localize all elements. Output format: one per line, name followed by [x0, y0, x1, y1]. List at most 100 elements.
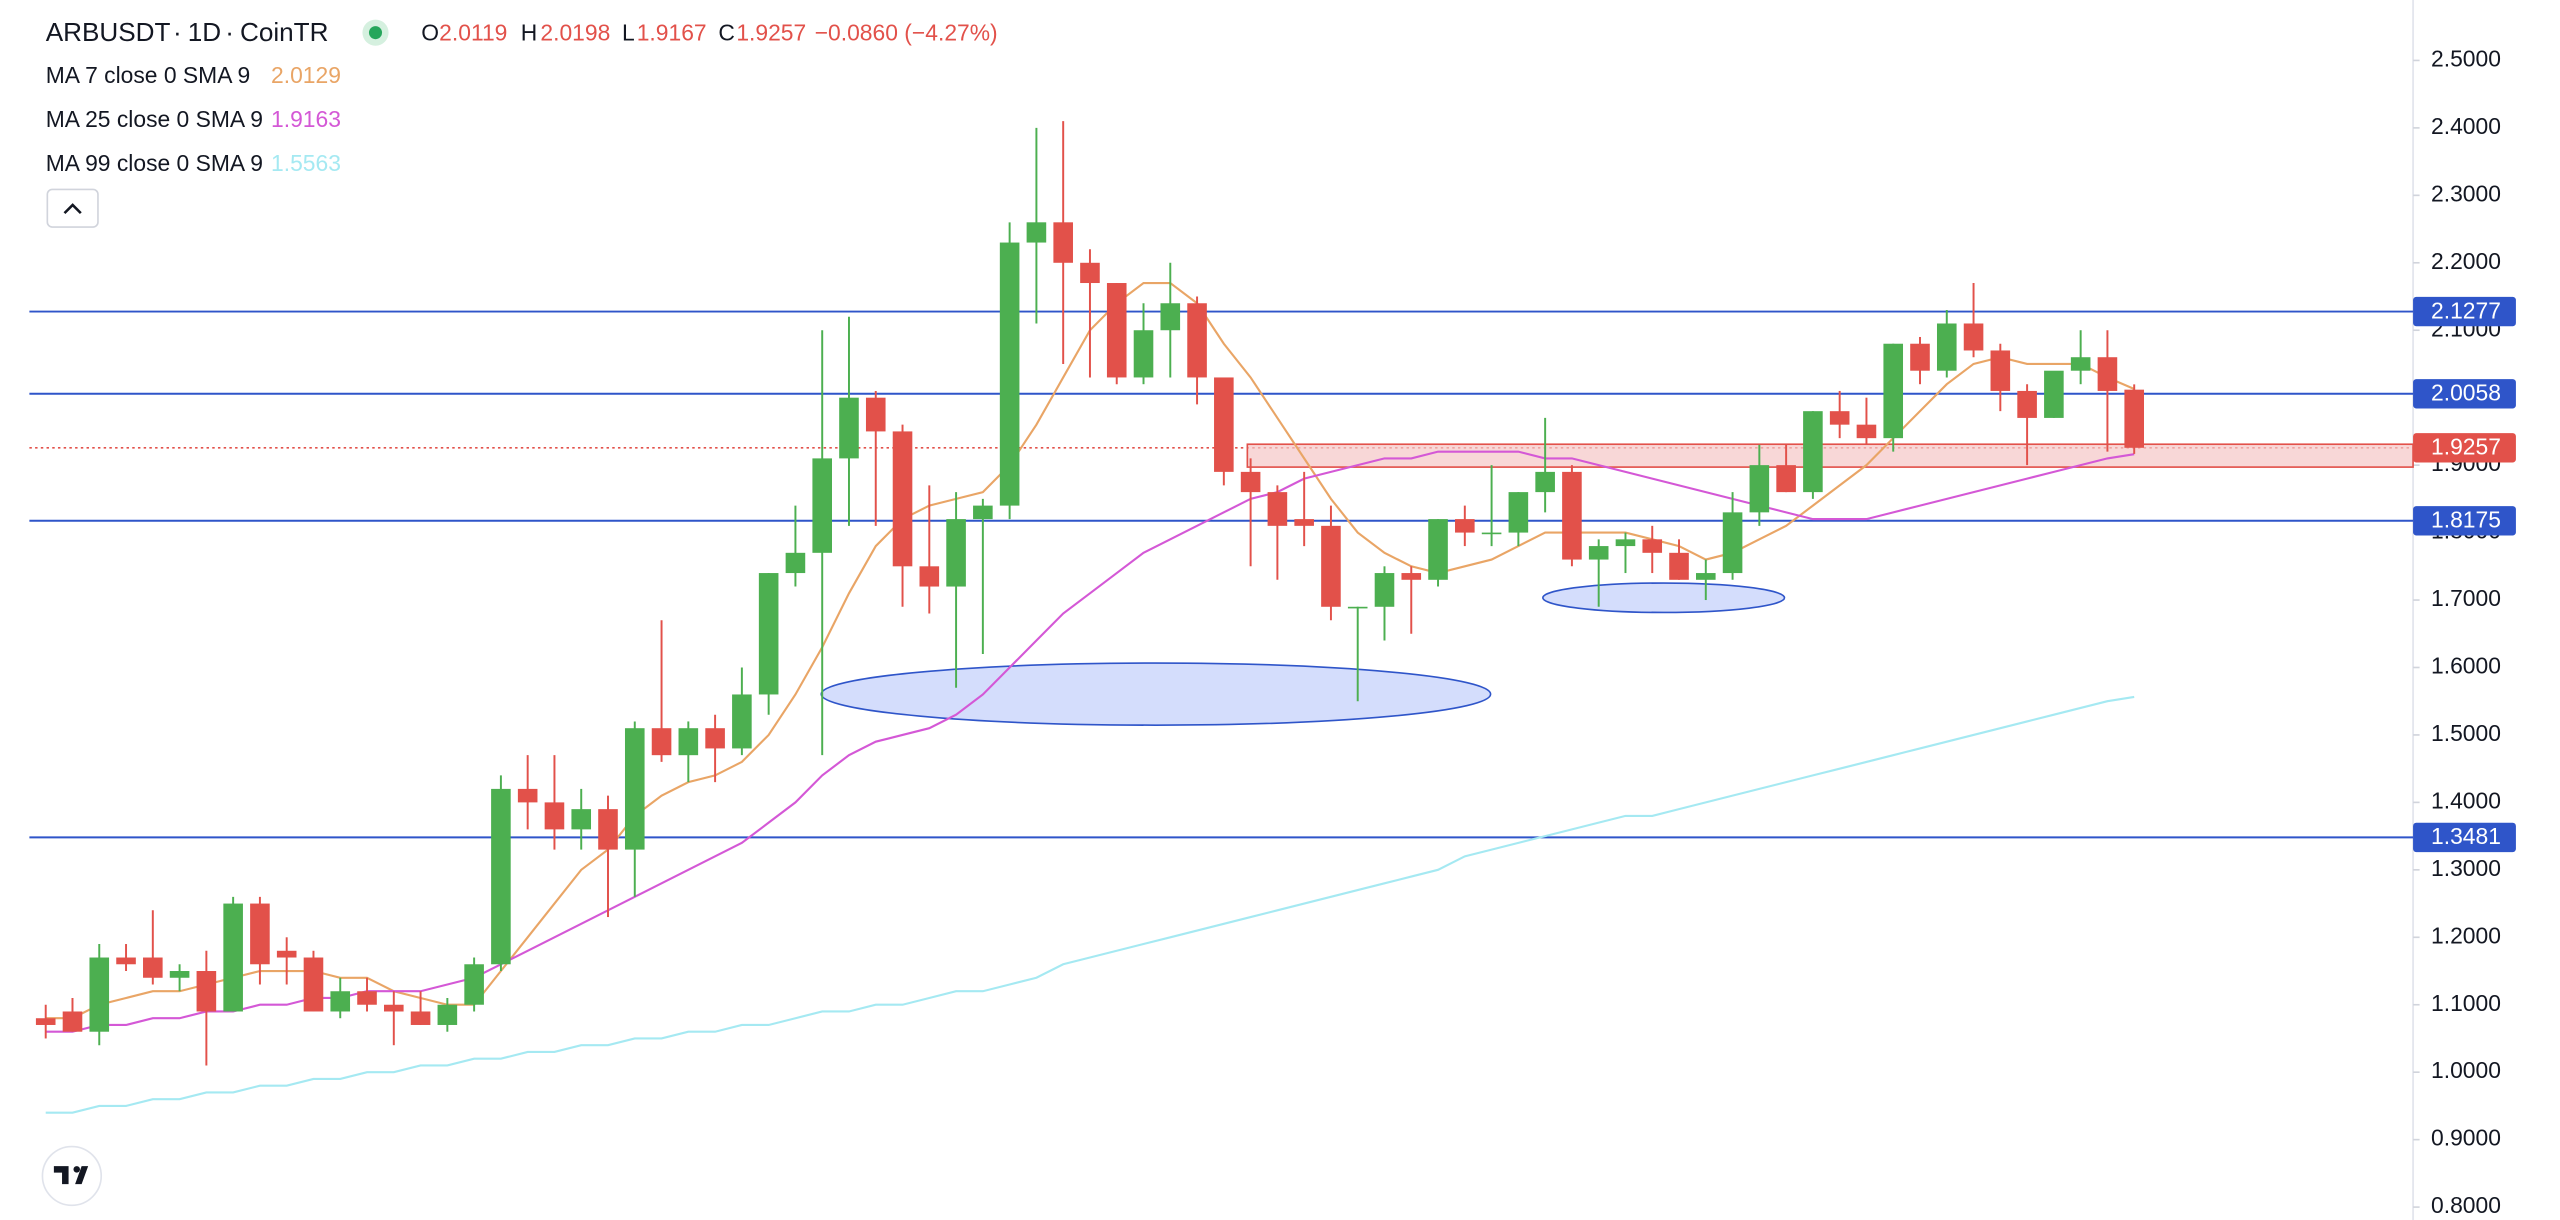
candle-body: [2124, 389, 2144, 448]
candle-body: [785, 552, 806, 574]
y-tick-label: 1.1000: [2431, 990, 2501, 1016]
open-value: 2.0119: [439, 19, 507, 45]
candle-body: [384, 1004, 404, 1012]
ma-name: MA 25 close 0 SMA 9: [46, 106, 263, 132]
ma-value: 2.0129: [271, 62, 341, 88]
candle-body: [946, 519, 966, 587]
separator: ·: [173, 17, 182, 47]
high-value: 2.0198: [540, 19, 610, 45]
candle-body: [357, 991, 377, 1005]
price-label-box: [2413, 506, 2516, 536]
candle-body: [250, 903, 270, 965]
moving-average-line: [45, 450, 2135, 1033]
candle-body: [35, 1018, 56, 1025]
separator: ·: [225, 17, 234, 47]
candle-body: [89, 957, 110, 1032]
candle-body: [2097, 357, 2118, 391]
ellipse-annotation: [820, 662, 1492, 726]
y-tick-label: 2.3000: [2431, 180, 2501, 206]
logo-dot: [73, 1166, 80, 1173]
status-dot: [368, 26, 383, 40]
candle-body: [1562, 471, 1582, 560]
candle-body: [437, 1004, 458, 1025]
candle-body: [865, 397, 886, 432]
candle-body: [517, 788, 538, 803]
candle-body: [1160, 303, 1181, 331]
candle-body: [1669, 552, 1689, 580]
y-tick-label: 2.4000: [2431, 113, 2501, 139]
candle-body: [196, 971, 217, 1012]
price-label-layer: 2.1277 2.0058 1.8175 1.3481 1.9257: [2413, 296, 2516, 853]
price-label: 1.3481: [2431, 823, 2501, 849]
candle-body: [143, 957, 163, 978]
y-tick-label: 2.5000: [2431, 45, 2501, 71]
candle-body: [1455, 519, 1475, 533]
candle-body: [1936, 323, 1957, 371]
y-tick-label: 1.4000: [2431, 787, 2501, 813]
exchange: CoinTR: [240, 17, 329, 47]
y-tick-label: 1.0000: [2431, 1057, 2501, 1083]
candle-body: [1535, 471, 1555, 493]
price-label-box: [2413, 822, 2516, 853]
ma-name: MA 99 close 0 SMA 9: [46, 150, 263, 176]
candle-body: [1615, 539, 1636, 547]
y-tick-label: 2.2000: [2431, 248, 2501, 274]
candle-body: [1080, 262, 1100, 284]
candle-body: [1990, 350, 2011, 391]
collapse-icon: [63, 203, 82, 215]
last-price-label: 1.9257: [2431, 434, 2501, 460]
candle-body: [598, 809, 618, 850]
candle-body: [464, 964, 484, 1005]
candle-body: [1722, 512, 1743, 574]
candle-body: [2070, 357, 2091, 371]
candle-body: [1642, 539, 1663, 553]
candle-body: [276, 950, 297, 958]
candle-body: [1106, 283, 1127, 378]
ma-value: 1.5563: [271, 150, 341, 176]
candle-body: [491, 788, 511, 965]
candle-body: [1240, 471, 1261, 493]
candle-body: [1910, 343, 1930, 371]
collapse-button[interactable]: [46, 188, 99, 228]
ma-name: MA 7 close 0 SMA 9: [46, 62, 251, 88]
candle-body: [1588, 546, 1609, 560]
candle-body: [1053, 222, 1073, 263]
candle-body: [1187, 303, 1207, 378]
candle-body: [303, 957, 324, 1012]
candle-body: [330, 991, 351, 1012]
ellipse-annotation: [1542, 582, 1786, 614]
logo-badge[interactable]: [41, 1145, 103, 1207]
candle-body: [1133, 330, 1154, 378]
candle-body: [1963, 323, 1984, 351]
candle-body: [1267, 492, 1288, 526]
candle-body: [1696, 573, 1716, 580]
open-letter: O: [421, 19, 439, 45]
candle-body: [410, 1011, 431, 1025]
y-tick-label: 1.5000: [2431, 720, 2501, 746]
logo-mark: [53, 1166, 89, 1185]
candle-layer: [35, 121, 2144, 1066]
candle-body: [2017, 390, 2037, 418]
candle-body: [651, 728, 672, 756]
candle-body: [705, 728, 725, 749]
candle-body: [1374, 573, 1395, 607]
candle-body: [999, 242, 1020, 506]
candle-body: [1294, 519, 1314, 526]
candle-body: [223, 903, 243, 1012]
price-label: 2.0058: [2431, 380, 2501, 406]
candle-body: [62, 1011, 83, 1032]
price-label-box: [2413, 296, 2516, 327]
high-letter: H: [521, 19, 538, 45]
candle-body: [544, 802, 565, 830]
candle-body: [1428, 519, 1448, 580]
y-tick-label: 1.2000: [2431, 922, 2501, 948]
price-label: 1.8175: [2431, 507, 2501, 533]
candle-body: [812, 458, 832, 553]
candle-body: [758, 573, 779, 695]
price-label-box: [2413, 379, 2516, 409]
y-tick-label: 0.8000: [2431, 1192, 2501, 1218]
last-price-box: [2413, 433, 2516, 463]
